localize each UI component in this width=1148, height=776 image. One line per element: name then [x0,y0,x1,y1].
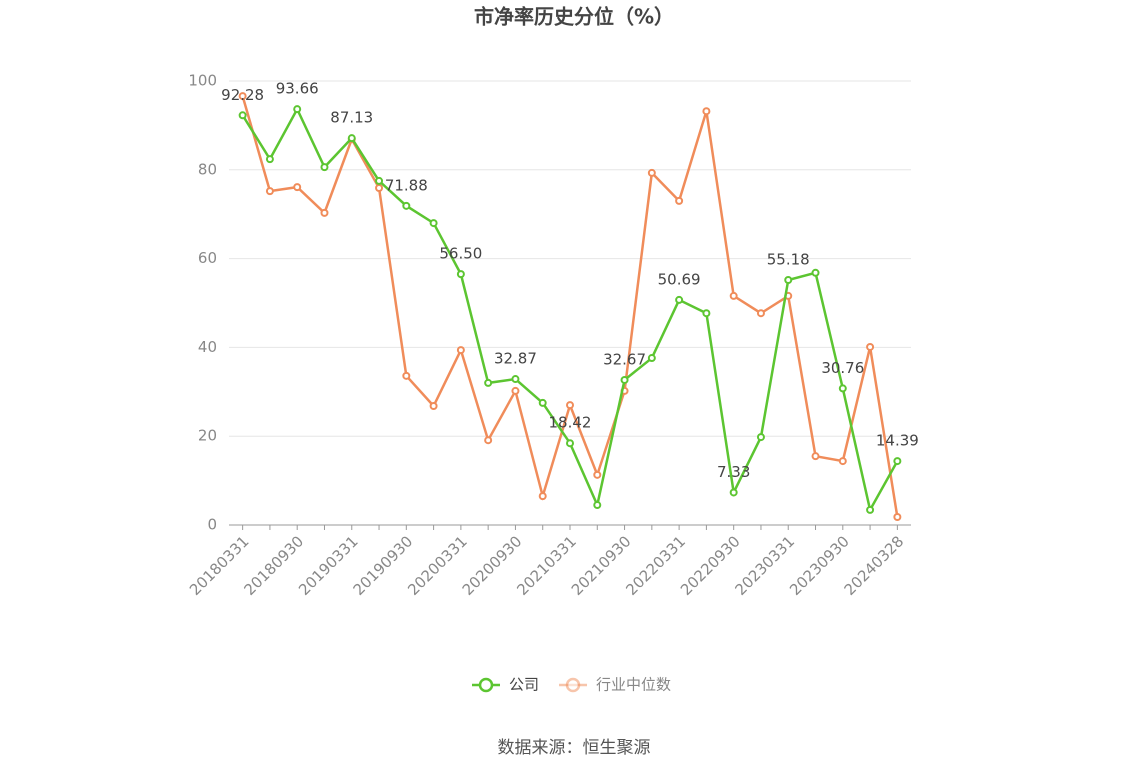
point [402,371,411,380]
y-tick-label: 0 [207,516,217,534]
point [347,134,356,143]
legend-label: 公司 [509,676,539,694]
point [375,184,384,193]
point [593,501,602,510]
data-label: 7.33 [717,463,750,481]
point [320,163,329,172]
point [729,488,738,497]
data-label: 71.88 [385,176,428,194]
legend-label: 行业中位数 [596,676,671,694]
point [238,92,247,101]
point [484,378,493,387]
point [893,513,902,522]
y-tick-label: 80 [198,160,217,178]
point [866,505,875,514]
point [620,375,629,384]
data-label: 50.69 [658,270,701,288]
point [293,105,302,114]
point [456,270,465,279]
point [538,492,547,501]
data-label: 18.42 [549,414,592,432]
point [811,452,820,461]
point [511,386,520,395]
point [647,354,656,363]
point [484,436,493,445]
data-label: 30.76 [821,359,864,377]
point [838,457,847,466]
point [675,196,684,205]
point [566,439,574,448]
point [375,176,384,185]
point [265,155,274,164]
data-label: 92.28 [221,86,264,104]
point [593,470,602,479]
point [456,346,465,355]
point [702,107,711,116]
point [566,401,574,410]
source: 数据来源：恒生聚源 [498,738,651,758]
point [702,309,711,318]
point [238,111,247,120]
legend-marker [565,677,581,693]
y-tick-label: 60 [198,249,217,267]
data-label: 55.18 [767,251,810,269]
point [320,208,329,217]
point [402,201,411,210]
point [538,398,547,407]
point [784,276,793,285]
data-label: 87.13 [330,109,373,127]
point [811,268,820,277]
point [511,375,520,384]
point [756,309,765,318]
chart-title: 市净率历史分位（%） [474,5,674,29]
point [675,295,684,304]
legend-marker [478,677,494,693]
y-tick-label: 40 [198,338,217,356]
point [866,342,875,351]
point [729,291,738,300]
y-tick-label: 20 [198,427,217,445]
point [647,168,656,177]
point [265,187,274,196]
series-line [241,95,899,518]
data-label: 14.39 [876,432,919,450]
point [838,384,847,393]
point [429,402,438,411]
data-label: 56.50 [439,245,482,263]
point [429,219,438,228]
data-label: 32.87 [494,350,537,368]
data-label: 32.67 [603,350,646,368]
x-tick-label: 20240328 [841,532,908,599]
point [756,433,765,442]
y-tick-label: 100 [188,72,217,90]
point [893,457,902,466]
point [293,183,302,192]
data-label: 93.66 [276,80,319,98]
